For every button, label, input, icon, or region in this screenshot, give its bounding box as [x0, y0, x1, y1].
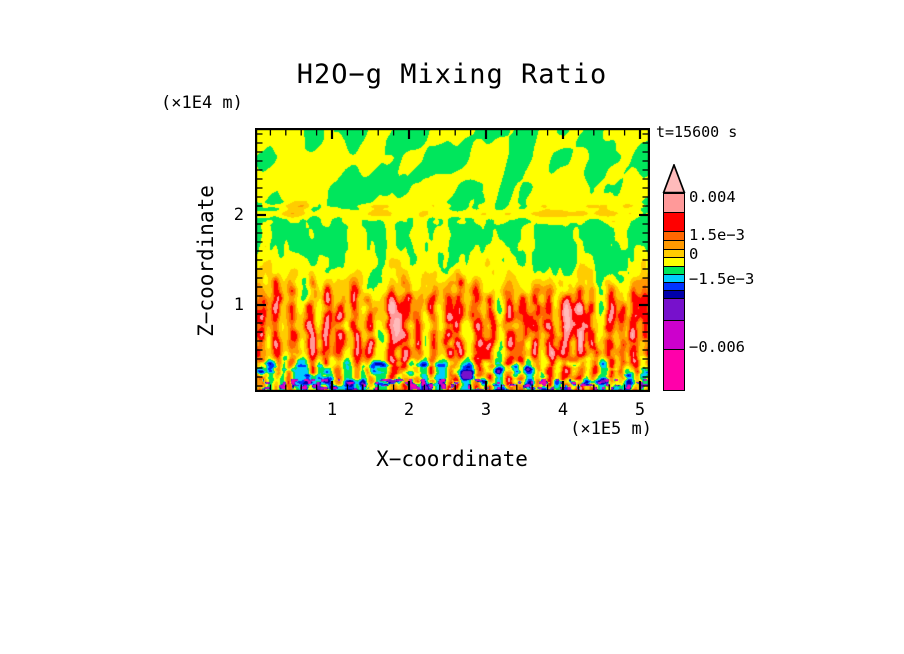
colorbar-segments: [663, 193, 685, 391]
colorbar-label: 1.5e−3: [689, 226, 745, 244]
plot-title: H2O−g Mixing Ratio: [296, 59, 608, 90]
colorbar-arrow-icon: [662, 164, 686, 193]
colorbar-segment: [664, 231, 684, 240]
z-tick-label: 1: [233, 295, 244, 315]
colorbar-segment: [664, 349, 684, 390]
x-tick-label: 3: [480, 400, 492, 420]
colorbar-segment: [664, 298, 684, 320]
x-tick-label: 1: [326, 400, 338, 420]
colorbar: [662, 164, 686, 391]
colorbar-segment: [664, 249, 684, 257]
timestamp-label: t=15600 s: [656, 123, 738, 141]
x-tick-label: 4: [557, 400, 569, 420]
colorbar-segment: [664, 290, 684, 298]
x-axis-title: X−coordinate: [376, 447, 528, 471]
colorbar-segment: [664, 194, 684, 212]
colorbar-segment: [664, 274, 684, 282]
z-tick-label: 2: [233, 205, 244, 225]
colorbar-segment: [664, 257, 684, 266]
x-tick-label: 5: [634, 400, 646, 420]
contour-field-canvas: [255, 128, 650, 392]
z-axis-title: Z−coordinate: [194, 185, 218, 337]
contour-plot-area: [255, 128, 650, 392]
colorbar-segment: [664, 212, 684, 231]
x-tick-label: 2: [403, 400, 415, 420]
colorbar-segment: [664, 240, 684, 249]
colorbar-label: 0.004: [689, 188, 736, 206]
plot-frame-and-ticks-icon: [255, 128, 650, 392]
colorbar-segment: [664, 282, 684, 290]
z-axis-unit-label: (×1E4 m): [161, 93, 243, 113]
colorbar-label: −0.006: [689, 338, 745, 356]
colorbar-label: 0: [689, 245, 699, 263]
colorbar-label: −1.5e−3: [689, 270, 755, 288]
x-axis-unit-label: (×1E5 m): [570, 419, 652, 439]
colorbar-segment: [664, 320, 684, 349]
colorbar-segment: [664, 266, 684, 274]
